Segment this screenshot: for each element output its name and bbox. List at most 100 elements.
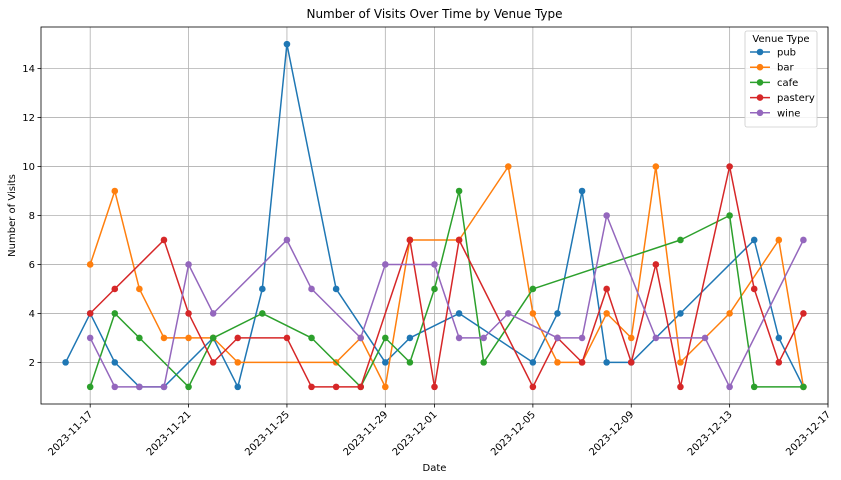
y-tick-label: 12 <box>22 113 35 124</box>
data-point-pub <box>603 359 610 366</box>
legend: Venue Type pub bar cafe pastery wine <box>744 30 818 128</box>
data-point-bar <box>554 359 561 366</box>
series-lines <box>62 40 807 391</box>
y-axis-label: Number of Visits <box>7 174 18 257</box>
data-point-cafe <box>800 383 807 391</box>
data-point-bar <box>111 187 119 195</box>
data-point-pastery <box>185 310 192 317</box>
data-point-wine <box>308 285 315 293</box>
y-tick-label: 2 <box>29 358 35 369</box>
data-point-cafe <box>726 212 733 219</box>
data-point-cafe <box>677 236 684 244</box>
x-tick-label: 2023-12-09 <box>587 409 636 458</box>
data-point-pub <box>554 310 561 317</box>
x-tick-label: 2023-11-29 <box>342 409 391 458</box>
legend-label: cafe <box>777 78 798 89</box>
series-cafe <box>86 187 807 391</box>
data-point-pub <box>775 334 783 342</box>
data-point-pastery <box>750 285 758 293</box>
x-tick-label: 2023-11-17 <box>46 409 95 458</box>
data-point-pastery <box>677 383 684 391</box>
legend-label: bar <box>777 63 794 74</box>
data-point-bar <box>382 383 389 391</box>
data-point-wine <box>455 334 463 342</box>
data-point-bar <box>627 334 635 342</box>
data-point-bar <box>677 359 684 366</box>
legend-item-wine: wine <box>750 108 800 119</box>
data-point-wine <box>726 383 733 391</box>
data-point-pub <box>750 236 758 244</box>
legend-swatch-marker <box>756 48 764 56</box>
legend-item-pub: pub <box>750 48 796 59</box>
data-point-pub <box>234 383 242 391</box>
data-point-wine <box>86 334 94 342</box>
data-point-pastery <box>726 163 733 170</box>
data-point-pastery <box>775 359 783 366</box>
data-point-pastery <box>209 359 217 366</box>
data-point-bar <box>185 334 192 342</box>
data-point-pub <box>259 285 266 293</box>
data-point-pub <box>529 359 537 366</box>
data-point-cafe <box>259 310 266 317</box>
x-tick-label: 2023-11-21 <box>145 409 194 458</box>
data-point-pub <box>455 310 463 317</box>
series-line-cafe <box>89 190 804 388</box>
legend-box <box>744 30 818 128</box>
x-axis: 2023-11-17 2023-11-21 2023-11-25 2023-11-29… <box>46 404 833 458</box>
x-tick-label: 2023-12-17 <box>784 409 833 458</box>
data-point-bar <box>86 261 94 268</box>
y-tick-label: 10 <box>22 162 35 173</box>
data-point-cafe <box>750 383 758 391</box>
data-point-pastery <box>357 383 365 391</box>
data-point-bar <box>529 310 537 317</box>
data-point-pub <box>578 187 586 195</box>
data-point-pub <box>62 359 69 366</box>
data-point-cafe <box>111 310 119 317</box>
legend-item-cafe: cafe <box>750 78 798 89</box>
data-point-wine <box>800 236 807 244</box>
legend-title: Venue Type <box>752 34 809 45</box>
legend-swatch-marker <box>756 109 764 117</box>
y-tick-label: 8 <box>29 211 35 222</box>
data-point-cafe <box>455 187 463 195</box>
x-tick-label: 2023-12-05 <box>489 409 538 458</box>
data-point-cafe <box>209 334 217 342</box>
data-point-bar <box>726 310 733 317</box>
data-point-pub <box>406 334 414 342</box>
data-point-pastery <box>431 383 438 391</box>
data-point-wine <box>209 310 217 317</box>
data-point-wine <box>480 334 487 342</box>
x-tick-label: 2023-12-01 <box>391 409 440 458</box>
data-point-wine <box>283 236 291 244</box>
data-point-wine <box>357 334 365 342</box>
data-point-bar <box>603 310 610 317</box>
legend-item-pastery: pastery <box>750 93 815 104</box>
x-tick-label: 2023-11-25 <box>243 409 292 458</box>
data-point-pastery <box>603 285 610 293</box>
data-point-bar <box>234 359 242 366</box>
data-point-cafe <box>406 359 414 366</box>
data-point-pastery <box>406 236 414 244</box>
data-point-wine <box>701 334 709 342</box>
legend-items: pub bar cafe pastery wine <box>750 48 815 119</box>
data-point-pub <box>111 359 119 366</box>
data-point-wine <box>431 261 438 268</box>
data-point-wine <box>160 383 168 391</box>
data-point-cafe <box>529 285 537 293</box>
data-point-pastery <box>529 383 537 391</box>
y-axis: 2 4 6 8 10 12 14 <box>22 64 41 369</box>
data-point-cafe <box>86 383 94 391</box>
y-tick-label: 14 <box>22 64 35 75</box>
data-point-wine <box>578 334 586 342</box>
data-point-wine <box>136 383 143 391</box>
data-point-pub <box>677 310 684 317</box>
data-point-bar <box>652 163 660 170</box>
legend-swatch-marker <box>756 94 764 101</box>
data-point-wine <box>111 383 119 391</box>
data-point-wine <box>554 334 561 342</box>
x-tick-label: 2023-12-13 <box>686 409 735 458</box>
data-point-cafe <box>480 359 487 366</box>
data-point-pastery <box>283 334 291 342</box>
y-tick-label: 4 <box>29 309 35 320</box>
